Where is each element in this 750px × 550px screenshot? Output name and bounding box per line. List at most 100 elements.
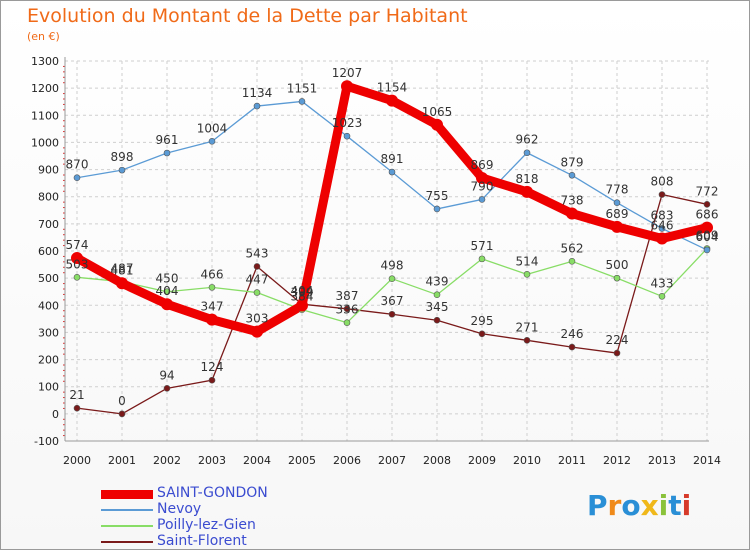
data-point-poilly-lez-gien (73, 274, 81, 281)
y-tick-label: 100 (38, 381, 59, 394)
data-label-nevoy: 778 (606, 183, 629, 197)
data-label-saint-florent: 404 (291, 284, 314, 298)
data-point-saint-florent (478, 330, 486, 338)
data-point-nevoy (73, 174, 81, 182)
data-point-nevoy (568, 171, 576, 179)
x-tick-label: 2004 (243, 454, 271, 467)
y-tick-label: 800 (38, 191, 59, 204)
data-label-poilly-lez-gien: 503 (66, 257, 89, 271)
y-tick-label: 200 (38, 354, 59, 367)
data-point-saint-gondon (161, 298, 173, 311)
data-point-saint-gondon (431, 118, 443, 131)
data-point-nevoy (388, 168, 396, 176)
data-point-saint-florent (523, 336, 531, 344)
x-tick-label: 2009 (468, 454, 496, 467)
logo-letter: o (621, 489, 641, 522)
data-point-poilly-lez-gien (343, 319, 351, 326)
data-label-nevoy: 961 (156, 133, 179, 147)
data-label-saint-gondon: 1065 (422, 105, 453, 119)
logo-letter: i (681, 489, 692, 522)
data-label-nevoy: 790 (471, 179, 494, 193)
data-label-poilly-lez-gien: 562 (561, 241, 584, 255)
data-label-saint-florent: 772 (696, 184, 719, 198)
data-label-saint-florent: 21 (69, 388, 84, 402)
data-point-saint-florent (433, 316, 441, 324)
data-label-nevoy: 1134 (242, 86, 273, 100)
logo-letter: r (607, 489, 622, 522)
data-point-nevoy (658, 225, 666, 232)
data-point-saint-florent (703, 201, 711, 208)
data-label-nevoy: 683 (651, 208, 674, 222)
data-label-nevoy: 604 (696, 230, 719, 244)
x-tick-label: 2003 (198, 454, 226, 467)
data-label-saint-florent: 808 (651, 175, 674, 189)
data-point-saint-gondon (521, 185, 533, 198)
data-point-saint-gondon (251, 325, 263, 338)
logo-letter: t (668, 489, 682, 522)
data-point-poilly-lez-gien (253, 289, 261, 296)
data-point-saint-gondon (656, 232, 668, 245)
data-point-saint-florent (343, 305, 351, 313)
data-point-saint-florent (73, 404, 81, 412)
y-tick-label: 1100 (31, 109, 59, 122)
y-tick-label: 1000 (31, 136, 59, 149)
data-label-saint-florent: 543 (246, 246, 269, 260)
data-label-saint-florent: 345 (426, 300, 449, 314)
data-point-saint-gondon (71, 252, 83, 265)
data-label-nevoy: 1151 (287, 81, 318, 95)
data-label-poilly-lez-gien: 487 (111, 262, 134, 276)
data-label-nevoy: 962 (516, 133, 539, 147)
data-point-nevoy (478, 196, 486, 203)
data-label-poilly-lez-gien: 450 (156, 272, 179, 286)
data-label-poilly-lez-gien: 433 (651, 276, 674, 290)
data-point-poilly-lez-gien (568, 258, 576, 265)
data-label-saint-gondon: 869 (471, 158, 494, 172)
data-label-saint-gondon: 689 (606, 207, 629, 221)
y-tick-label: 400 (38, 299, 59, 312)
chart-title: Evolution du Montant de la Dette par Hab… (27, 5, 468, 27)
data-point-saint-gondon (611, 220, 623, 233)
logo-letter: P (587, 489, 608, 522)
data-label-poilly-lez-gien: 466 (201, 267, 224, 281)
data-point-saint-gondon (566, 207, 578, 220)
data-label-poilly-lez-gien: 336 (336, 303, 359, 317)
data-point-poilly-lez-gien (523, 271, 531, 278)
data-point-nevoy (298, 98, 306, 105)
legend-swatch-saint-florent (101, 541, 153, 543)
y-tick-label: 500 (38, 272, 59, 285)
data-label-poilly-lez-gien: 384 (291, 290, 314, 304)
data-point-saint-florent (163, 385, 171, 392)
data-point-saint-florent (613, 349, 621, 357)
data-point-nevoy (703, 246, 711, 254)
data-label-nevoy: 879 (561, 155, 584, 169)
legend-swatch-poilly-lez-gien (101, 525, 153, 527)
y-tick-label: 700 (38, 218, 59, 231)
x-tick-label: 2014 (693, 454, 721, 467)
data-label-saint-gondon: 686 (696, 208, 719, 222)
data-point-poilly-lez-gien (208, 284, 216, 291)
data-label-saint-gondon: 738 (561, 194, 584, 208)
legend-label-saint-florent: Saint-Florent (157, 533, 247, 549)
data-point-saint-florent (253, 263, 261, 270)
data-point-poilly-lez-gien (433, 291, 441, 299)
data-label-saint-florent: 0 (118, 394, 126, 408)
legend-label-nevoy: Nevoy (157, 501, 202, 517)
data-point-poilly-lez-gien (658, 293, 666, 300)
data-point-poilly-lez-gien (478, 255, 486, 263)
data-point-saint-florent (568, 343, 576, 351)
y-tick-label: 300 (38, 326, 59, 339)
data-label-poilly-lez-gien: 609 (696, 229, 719, 243)
x-tick-label: 2002 (153, 454, 181, 467)
y-tick-label: 600 (38, 245, 59, 258)
y-tick-label: 0 (52, 408, 59, 421)
data-label-poilly-lez-gien: 439 (426, 275, 449, 289)
y-tick-label: 1200 (31, 82, 59, 95)
data-label-saint-florent: 224 (606, 333, 629, 347)
y-tick-label: -100 (34, 435, 59, 448)
data-point-nevoy (613, 199, 621, 206)
data-label-nevoy: 755 (426, 189, 449, 203)
data-label-saint-gondon: 1154 (377, 81, 408, 95)
data-label-saint-florent: 271 (516, 320, 539, 334)
